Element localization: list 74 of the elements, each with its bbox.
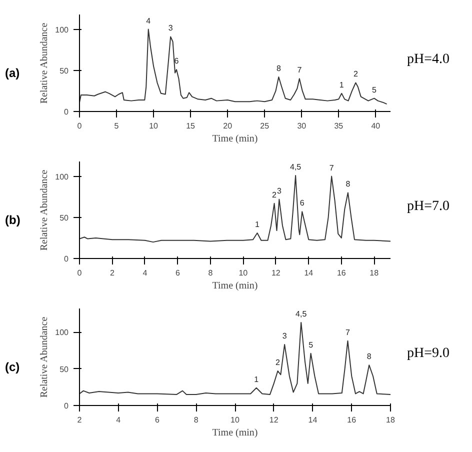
annotation: 1 (339, 80, 344, 90)
annotation: 7 (329, 163, 334, 172)
x-tick-label: 40 (371, 122, 381, 130)
x-tick-label: 10 (238, 268, 248, 278)
annotation: 4 (146, 16, 152, 26)
annotation: 6 (300, 198, 305, 208)
x-tick-label: 0 (77, 268, 82, 278)
y-tick-label: 0 (64, 254, 70, 264)
x-tick-label: 16 (347, 416, 357, 424)
x-tick-label: 10 (230, 416, 240, 424)
x-axis-title: Time (min) (212, 280, 258, 292)
x-tick-label: 2 (110, 268, 116, 278)
annotation: 7 (346, 328, 351, 337)
annotation: 2 (272, 190, 278, 200)
annotation: 4,5 (290, 162, 302, 172)
annotation: 3 (282, 332, 288, 341)
text: pH=7.0 (407, 198, 450, 216)
x-tick-label: 6 (155, 416, 160, 424)
annotation: 2 (276, 358, 281, 367)
x-tick-label: 15 (186, 122, 196, 130)
y-axis-title: Relative Abundance (39, 169, 50, 251)
x-axis-title: Time (min) (212, 428, 258, 438)
y-tick-label: 50 (60, 213, 70, 222)
text: pH=9.0 (407, 345, 450, 363)
x-tick-label: 18 (370, 268, 380, 278)
annotation: 5 (372, 85, 377, 94)
y-axis-title: Relative Abundance (39, 316, 50, 398)
x-tick-label: 14 (308, 416, 318, 424)
text: pH=4.0 (407, 51, 450, 69)
x-tick-label: 0 (77, 122, 82, 130)
text: (c) (5, 359, 20, 376)
x-tick-label: 8 (194, 416, 199, 424)
annotation: 4,5 (296, 309, 308, 318)
x-tick-label: 6 (175, 268, 180, 278)
y-tick-label: 100 (55, 328, 70, 338)
x-tick-label: 10 (149, 122, 159, 130)
x-tick-label: 30 (297, 122, 307, 130)
annotation: 8 (366, 352, 372, 362)
annotation: 1 (254, 374, 260, 384)
x-tick-label: 4 (142, 268, 148, 278)
annotation: 6 (174, 56, 180, 66)
annotation: 5 (308, 340, 314, 350)
annotation: 8 (346, 180, 351, 189)
x-tick-label: 14 (304, 268, 314, 278)
x-tick-label: 35 (334, 122, 344, 130)
line-series (80, 174, 390, 243)
x-tick-label: 4 (116, 416, 122, 424)
x-tick-label: 8 (208, 268, 214, 278)
x-tick-label: 20 (223, 122, 233, 130)
y-axis-title: Relative Abundance (39, 22, 50, 104)
y-tick-label: 0 (64, 108, 70, 116)
x-tick-label: 5 (114, 122, 120, 130)
text: (b) (5, 212, 20, 229)
x-axis-title: Time (min) (212, 134, 258, 144)
y-tick-label: 50 (60, 66, 70, 76)
annotation: 3 (168, 24, 174, 33)
x-tick-label: 25 (260, 122, 270, 130)
annotation: 8 (276, 64, 282, 73)
x-tick-label: 12 (269, 416, 279, 424)
line-series (80, 322, 390, 395)
y-tick-label: 100 (55, 25, 70, 34)
line-series (80, 28, 388, 105)
annotation: 2 (353, 70, 358, 79)
annotation: 1 (255, 220, 260, 230)
annotation: 3 (276, 186, 282, 196)
y-tick-label: 0 (64, 402, 70, 410)
x-tick-label: 2 (77, 416, 82, 424)
x-tick-label: 12 (271, 268, 281, 278)
text: (a) (5, 65, 20, 82)
x-tick-label: 16 (336, 268, 346, 278)
y-tick-label: 100 (55, 172, 70, 182)
annotation: 7 (297, 66, 302, 75)
x-tick-label: 18 (386, 416, 396, 424)
y-tick-label: 50 (60, 364, 70, 374)
